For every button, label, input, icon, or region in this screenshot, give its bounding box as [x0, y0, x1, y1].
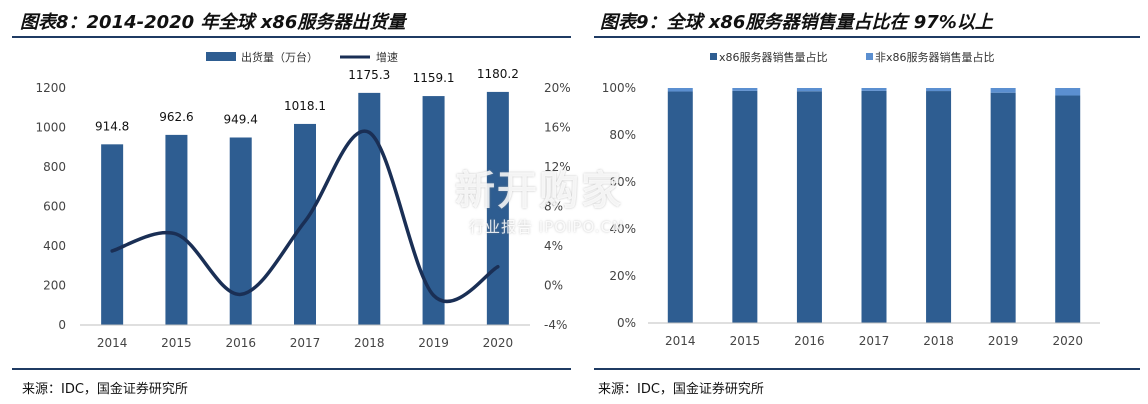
legend-label-growth: 增速	[376, 50, 398, 64]
bar-non-x86-share	[732, 88, 758, 91]
y-tick-label: 40%	[609, 222, 636, 236]
bar-shipments	[486, 91, 509, 326]
bar-x86-share	[926, 91, 952, 324]
bar-non-x86-share	[861, 88, 887, 91]
bar-non-x86-share	[667, 88, 693, 92]
bar-shipments	[165, 134, 188, 325]
source-rule-right	[594, 368, 1140, 370]
bar-value-label: 914.8	[95, 119, 129, 133]
y-tick-label: 0%	[617, 316, 636, 330]
bar-value-label: 1018.1	[284, 99, 326, 113]
legend-swatch-non-x86	[866, 53, 873, 60]
x-tick-label: 2017	[859, 334, 890, 348]
bar-x86-share	[732, 90, 758, 323]
y-left-tick-label: 1200	[35, 81, 66, 95]
chart-title-right: 图表9：全球 x86服务器销售量占比在 97%以上	[600, 12, 993, 33]
bar-x86-share	[861, 90, 887, 323]
y-right-tick-label: 12%	[544, 160, 571, 174]
bar-x86-share	[667, 91, 693, 324]
legend-label-x86: x86服务器销售量占比	[719, 50, 828, 64]
source-rule-left	[12, 368, 571, 370]
y-left-tick-label: 0	[58, 318, 66, 332]
y-right-tick-label: 0%	[544, 279, 563, 293]
y-left-tick-label: 1000	[35, 121, 66, 135]
bar-non-x86-share	[796, 88, 822, 92]
x-tick-label: 2018	[354, 336, 385, 350]
x-tick-label: 2020	[483, 336, 514, 350]
bar-value-label: 962.6	[159, 110, 193, 124]
bar-value-label: 1180.2	[477, 67, 519, 81]
legend-label-non-x86: 非x86服务器销售量占比	[875, 50, 995, 64]
x-tick-label: 2019	[988, 334, 1019, 348]
x-tick-label: 2018	[923, 334, 954, 348]
bar-shipments	[358, 92, 381, 325]
y-left-tick-label: 800	[43, 160, 66, 174]
bar-non-x86-share	[1055, 88, 1081, 96]
bar-shipments	[229, 137, 252, 325]
bar-x86-share	[796, 91, 822, 323]
x-tick-label: 2014	[665, 334, 696, 348]
y-right-tick-label: 8%	[544, 200, 563, 214]
y-right-tick-label: 4%	[544, 239, 563, 253]
x-tick-label: 2016	[794, 334, 825, 348]
y-tick-label: 80%	[609, 128, 636, 142]
bar-shipments	[101, 144, 124, 325]
y-tick-label: 60%	[609, 175, 636, 189]
growth-line	[110, 129, 500, 304]
x-tick-label: 2014	[97, 336, 128, 350]
y-right-tick-label: -4%	[544, 318, 567, 332]
legend-swatch-x86	[710, 53, 717, 60]
x-tick-label: 2020	[1052, 334, 1083, 348]
source-right: 来源：IDC，国金证券研究所	[598, 382, 764, 397]
chart-left-svg: 0 200 400 600 800 1000 1200 -4% 0% 4% 8% 12% 16% 20% 9…	[35, 50, 571, 350]
panel-left: 图表8：2014-2020 年全球 x86服务器出货量 0 200 400 600 80…	[12, 12, 571, 397]
panel-right: 图表9：全球 x86服务器销售量占比在 97%以上 0% 20% 40% 60% 80%…	[590, 0, 1148, 404]
title-rule-right	[594, 36, 1140, 38]
bar-x86-share	[1055, 95, 1081, 324]
bar-value-label: 1175.3	[348, 68, 390, 82]
chart-title-left: 图表8：2014-2020 年全球 x86服务器出货量	[20, 12, 406, 33]
y-tick-label: 100%	[602, 81, 636, 95]
x-tick-label: 2019	[418, 336, 449, 350]
x-tick-label: 2015	[730, 334, 761, 348]
chart-right-svg: 0% 20% 40% 60% 80% 100% 2014 2015 2016 2017 2018 20…	[602, 50, 1100, 348]
y-tick-label: 20%	[609, 269, 636, 283]
bar-value-label: 1159.1	[413, 71, 455, 85]
y-left-tick-label: 200	[43, 279, 66, 293]
bar-x86-share	[990, 92, 1016, 323]
y-left-tick-label: 600	[43, 200, 66, 214]
x-tick-label: 2017	[290, 336, 321, 350]
y-right-tick-label: 20%	[544, 81, 571, 95]
y-right-tick-label: 16%	[544, 121, 571, 135]
legend-label-shipments: 出货量（万台）	[241, 50, 318, 64]
bar-value-label: 949.4	[224, 112, 258, 126]
bar-non-x86-share	[990, 88, 1016, 93]
x-tick-label: 2016	[225, 336, 256, 350]
y-left-tick-label: 400	[43, 239, 66, 253]
source-left: 来源：IDC，国金证券研究所	[22, 382, 188, 397]
title-rule-left	[12, 36, 571, 38]
legend-swatch-shipments	[206, 52, 236, 61]
x-tick-label: 2015	[161, 336, 192, 350]
bar-shipments	[294, 123, 316, 325]
bar-non-x86-share	[926, 88, 952, 92]
bar-shipments	[422, 96, 445, 325]
